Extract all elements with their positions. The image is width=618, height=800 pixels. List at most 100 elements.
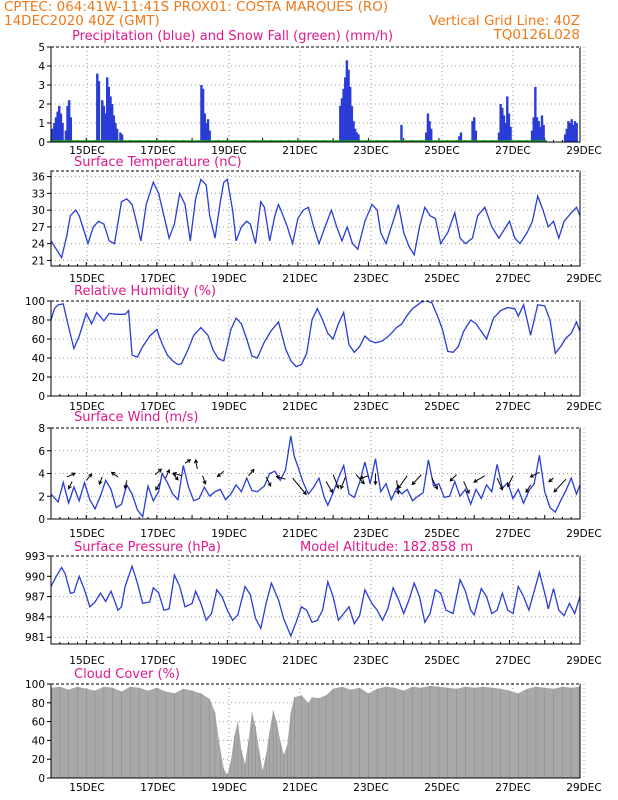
x-tick-label: 27DEC [495, 401, 530, 413]
x-tick-label: 21DEC [282, 655, 317, 667]
precip-bar [357, 134, 360, 142]
wind-arrow-shaft [265, 476, 272, 487]
precip-bar [474, 130, 478, 142]
wind-arrow-head [123, 484, 128, 490]
wind-arrow-head [67, 485, 72, 490]
precip-bar [109, 96, 112, 142]
wind-arrow-head [465, 489, 470, 495]
precip-bar [203, 113, 206, 142]
wind-arrow-shaft [68, 481, 73, 489]
pressure-x-labels: 15DEC 17DEC 19DEC 21DEC 23DEC 25DEC 27DEC 29DEC [69, 655, 601, 667]
temperature-plot: 21 24 27 30 33 36 [32, 170, 585, 267]
precip-bar [107, 86, 111, 142]
x-tick-label: 25DEC [424, 273, 459, 285]
wind-arrow-shaft [507, 475, 514, 487]
wind-arrow-head [507, 483, 511, 488]
precip-bar [200, 85, 203, 142]
wind-arrow-head [395, 490, 401, 495]
precip-bar [459, 132, 463, 142]
precip-bar [565, 128, 568, 142]
wind-arrow-shaft [154, 468, 162, 476]
x-tick-label: 15DEC [69, 528, 104, 540]
x-tick-label: 21DEC [282, 273, 317, 285]
wind-arrow-shaft [124, 480, 128, 489]
precip-bar [67, 100, 71, 142]
precip-bar [205, 123, 208, 142]
precip-bar [530, 130, 534, 142]
x-tick-label: 27DEC [495, 145, 530, 157]
x-tick-label: 17DEC [140, 145, 175, 157]
y-tick-label: 984 [25, 612, 45, 624]
wind-arrow-shaft [111, 472, 119, 478]
x-tick-label: 25DEC [424, 528, 459, 540]
y-tick-label: 36 [32, 172, 46, 184]
x-tick-label: 29DEC [566, 528, 601, 540]
wind-arrow-head [548, 478, 553, 483]
precip-bar [502, 115, 506, 142]
wind-arrow-shaft [449, 474, 457, 482]
x-tick-label: 29DEC [566, 655, 601, 667]
x-tick-label: 25DEC [424, 401, 459, 413]
y-tick-label: 20 [32, 754, 45, 766]
x-tick-label: 15DEC [69, 782, 104, 794]
temperature-x-labels: 15DEC 17DEC 19DEC 21DEC 23DEC 25DEC 27DEC 29DEC [69, 273, 601, 285]
precip-bar [501, 107, 504, 142]
wind-line [50, 435, 581, 519]
wind-arrow-shaft [66, 472, 76, 478]
x-tick-label: 17DEC [140, 782, 175, 794]
x-tick-label: 23DEC [353, 655, 388, 667]
wind-arrow-head [202, 480, 207, 485]
precip-bar [345, 60, 349, 142]
y-tick-label: 80 [32, 698, 45, 710]
precip-bar [339, 105, 342, 142]
x-tick-label: 25DEC [424, 782, 459, 794]
y-tick-label: 33 [32, 188, 45, 200]
y-tick-label: 3 [38, 80, 45, 92]
precip-bar [51, 128, 54, 142]
x-tick-label: 15DEC [69, 145, 104, 157]
x-tick-label: 29DEC [566, 782, 601, 794]
wind-arrow-head [529, 473, 534, 478]
precip-bar [428, 121, 431, 142]
y-tick-label: 100 [25, 296, 45, 308]
wind-arrow-head [473, 478, 478, 483]
precip-bar [201, 88, 205, 142]
precipitation-panel: Precipitation (blue) and Snow Fall (gree… [38, 29, 601, 157]
y-tick-label: 4 [38, 61, 45, 73]
header-grid-line: Vertical Grid Line: 40Z [429, 13, 580, 29]
wind-arrow-shaft [98, 476, 103, 485]
precip-bar [342, 88, 345, 142]
y-tick-label: 40 [32, 353, 45, 365]
precip-bar [507, 113, 511, 142]
y-tick-label: 8 [38, 423, 45, 435]
pressure-title: Surface Pressure (hPa) [74, 540, 221, 555]
y-tick-label: 0 [38, 137, 45, 149]
wind-arrow-head [166, 468, 170, 474]
y-tick-label: 0 [38, 391, 45, 403]
precip-bar [119, 132, 122, 142]
x-tick-label: 29DEC [566, 145, 601, 157]
y-tick-label: 981 [25, 632, 45, 644]
wind-arrow-head [275, 475, 281, 480]
pressure-plot: 981 984 987 990 993 [25, 551, 585, 645]
precipitation-title: Precipitation (blue) and Snow Fall (gree… [72, 29, 393, 44]
x-tick-label: 29DEC [566, 273, 601, 285]
precip-bar [499, 104, 502, 142]
wind-arrow-head [335, 484, 340, 490]
wind-arrow-head [340, 485, 344, 490]
precip-bar [504, 123, 507, 142]
cloud-cover-x-labels: 15DEC 17DEC 19DEC 21DEC 23DEC 25DEC 27DEC 29DEC [69, 782, 601, 794]
wind-arrow-head [397, 484, 402, 490]
wind-arrow-head [88, 473, 93, 478]
precip-bar [353, 128, 357, 142]
wind-arrow-shaft [195, 459, 198, 470]
precip-bar [535, 117, 539, 142]
wind-arrow-head [216, 473, 222, 478]
x-tick-label: 15DEC [69, 273, 104, 285]
y-tick-label: 2 [38, 491, 45, 503]
wind-arrow-head [71, 472, 76, 477]
precip-bar [534, 86, 537, 142]
x-tick-label: 17DEC [140, 655, 175, 667]
x-tick-label: 19DEC [211, 401, 246, 413]
